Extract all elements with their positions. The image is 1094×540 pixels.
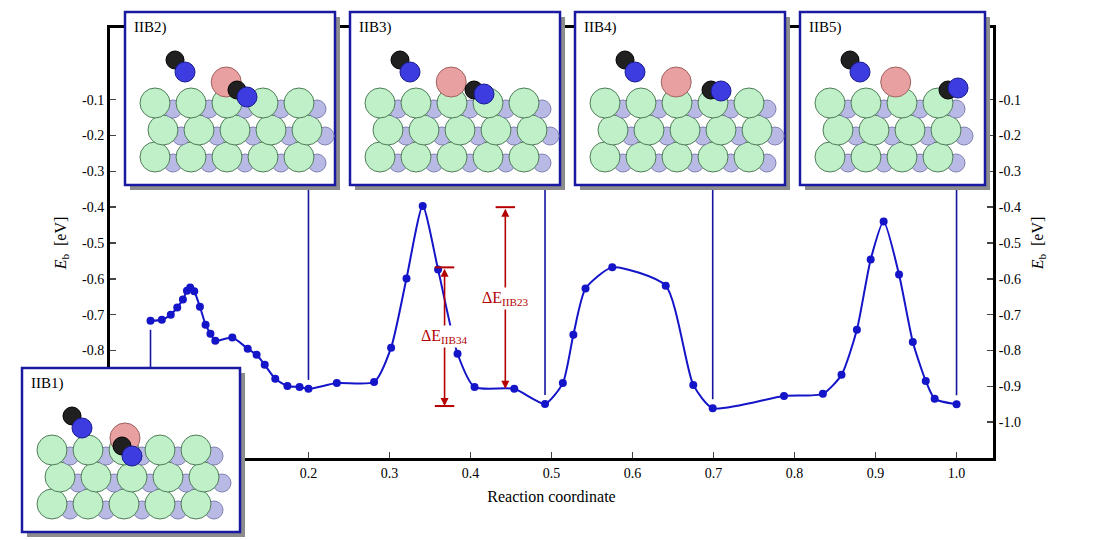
svg-text:-0.4: -0.4 [999, 200, 1021, 215]
svg-text:E​b​ [eV]: E​b​ [eV] [1029, 217, 1048, 271]
svg-text:IIB1): IIB1) [31, 375, 64, 392]
svg-text:-0.6: -0.6 [82, 272, 104, 287]
svg-text:0.8: 0.8 [786, 466, 804, 481]
svg-text:0.2: 0.2 [300, 466, 318, 481]
svg-text:IIB5): IIB5) [809, 19, 842, 36]
svg-text:-0.3: -0.3 [999, 164, 1021, 179]
svg-text:E​b​ [eV]: E​b​ [eV] [52, 217, 71, 271]
svg-text:0.5: 0.5 [543, 466, 561, 481]
svg-text:-0.1: -0.1 [82, 93, 104, 108]
svg-text:-0.9: -0.9 [999, 379, 1021, 394]
svg-text:-0.5: -0.5 [82, 236, 104, 251]
svg-text:-0.4: -0.4 [82, 200, 104, 215]
svg-text:Reaction coordinate: Reaction coordinate [487, 488, 615, 505]
svg-text:-0.2: -0.2 [82, 128, 104, 143]
svg-text:-0.2: -0.2 [999, 128, 1021, 143]
svg-text:-0.8: -0.8 [999, 343, 1021, 358]
svg-text:-0.8: -0.8 [82, 343, 104, 358]
svg-text:0.4: 0.4 [462, 466, 480, 481]
svg-text:-0.7: -0.7 [82, 308, 104, 323]
svg-text:IIB3): IIB3) [359, 19, 392, 36]
svg-text:-1.0: -1.0 [82, 415, 104, 430]
svg-text:IIB2): IIB2) [134, 19, 167, 36]
svg-text:-1.0: -1.0 [999, 415, 1021, 430]
svg-text:0.3: 0.3 [381, 466, 399, 481]
svg-text:-0.5: -0.5 [999, 236, 1021, 251]
svg-text:-0.9: -0.9 [82, 379, 104, 394]
svg-text:-0.3: -0.3 [82, 164, 104, 179]
svg-text:0.9: 0.9 [867, 466, 885, 481]
svg-text:1.0: 1.0 [948, 466, 966, 481]
svg-text:-0.1: -0.1 [999, 93, 1021, 108]
svg-text:-0.6: -0.6 [999, 272, 1021, 287]
svg-text:ΔE​IIB23​: ΔE​IIB23​ [482, 289, 529, 308]
svg-text:ΔE​IIB34​: ΔE​IIB34​ [421, 327, 468, 346]
svg-text:IIB4): IIB4) [584, 19, 617, 36]
svg-text:-0.7: -0.7 [999, 308, 1021, 323]
svg-text:0.7: 0.7 [705, 466, 723, 481]
svg-text:0.6: 0.6 [624, 466, 642, 481]
